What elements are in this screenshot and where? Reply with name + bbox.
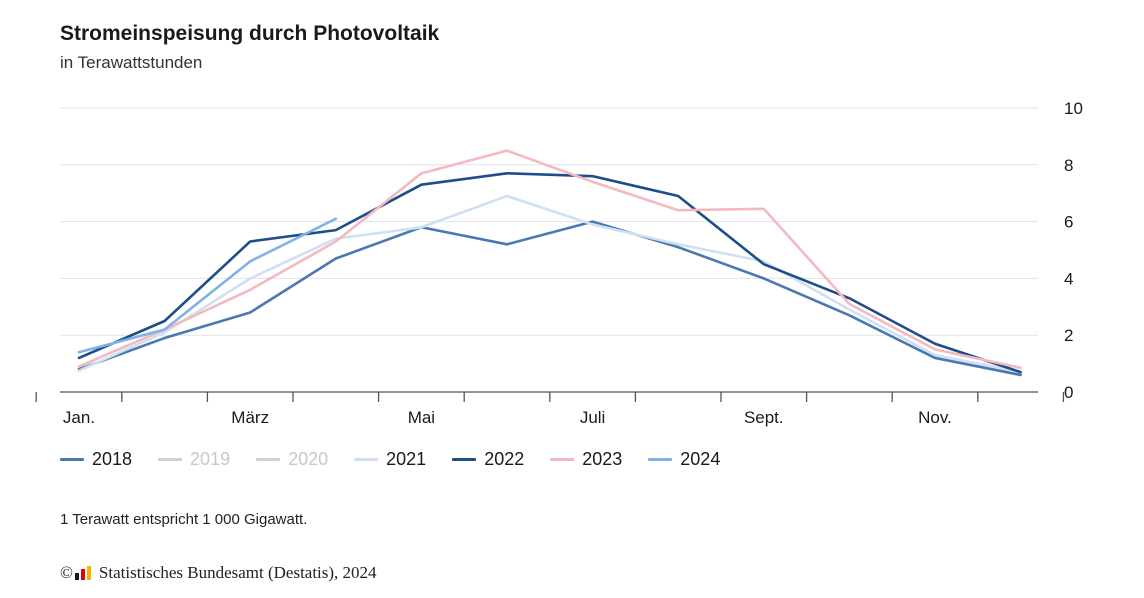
destatis-logo-icon (74, 566, 93, 580)
x-tick-label: März (231, 408, 269, 427)
legend-label: 2021 (386, 449, 427, 469)
legend-item-2021[interactable]: 2021 (354, 449, 426, 470)
chart-subtitle: in Terawattstunden (60, 53, 203, 72)
series-line-2022 (77, 172, 1022, 374)
unit-note: 1 Terawatt entspricht 1 000 Gigawatt. (60, 511, 308, 528)
legend-item-2020[interactable]: 2020 (256, 449, 328, 470)
x-tick-label: Mai (408, 408, 435, 427)
legend-swatch (256, 458, 281, 461)
legend-item-2022[interactable]: 2022 (452, 449, 524, 470)
source-text: Statistisches Bundesamt (Destatis), 2024 (98, 563, 377, 582)
y-axis-ticks: 0 2 4 6 8 10 (1064, 99, 1083, 402)
y-tick-label: 0 (1064, 383, 1073, 402)
legend-label: 2022 (484, 449, 525, 469)
legend-label: 2019 (190, 449, 231, 469)
x-tick-label: Sept. (744, 408, 784, 427)
x-tick-label: Jan. (63, 408, 95, 427)
series-line-2018 (77, 220, 1022, 377)
legend-swatch (648, 458, 673, 461)
source-line: © Statistisches Bundesamt (Destatis), 20… (60, 563, 377, 583)
x-tick-label: Juli (580, 408, 606, 427)
legend-swatch (60, 458, 84, 461)
y-tick-label: 4 (1064, 269, 1073, 288)
legend: 2018 2019 2020 2021 2022 2023 2024 (60, 449, 746, 470)
y-tick-label: 6 (1064, 213, 1073, 232)
grid-lines (60, 107, 1038, 336)
copyright-symbol: © (60, 563, 73, 582)
legend-swatch (452, 458, 477, 461)
x-tick-label: Nov. (918, 408, 952, 427)
line-chart: 0 2 4 6 8 10 Jan. März Mai Juli Sept. Nov. (35, 99, 1083, 427)
series-lines (77, 149, 1022, 377)
y-tick-label: 10 (1064, 99, 1083, 118)
legend-swatch (158, 458, 183, 461)
legend-item-2023[interactable]: 2023 (550, 449, 622, 470)
series-line-2023 (77, 149, 1022, 370)
series-line-2024 (77, 217, 338, 354)
series-line-2021 (77, 194, 1022, 374)
y-tick-label: 8 (1064, 156, 1073, 175)
legend-label: 2023 (582, 449, 623, 469)
chart-title: Stromeinspeisung durch Photovoltaik (60, 22, 440, 45)
legend-item-2024[interactable]: 2024 (648, 449, 720, 470)
legend-label: 2020 (288, 449, 329, 469)
legend-item-2019[interactable]: 2019 (158, 449, 230, 470)
legend-swatch (354, 458, 379, 461)
y-tick-label: 2 (1064, 326, 1073, 345)
x-axis: Jan. März Mai Juli Sept. Nov. (35, 391, 1065, 427)
legend-swatch (550, 458, 575, 461)
legend-label: 2018 (92, 449, 133, 469)
legend-label: 2024 (680, 449, 721, 469)
legend-item-2018[interactable]: 2018 (60, 449, 132, 470)
